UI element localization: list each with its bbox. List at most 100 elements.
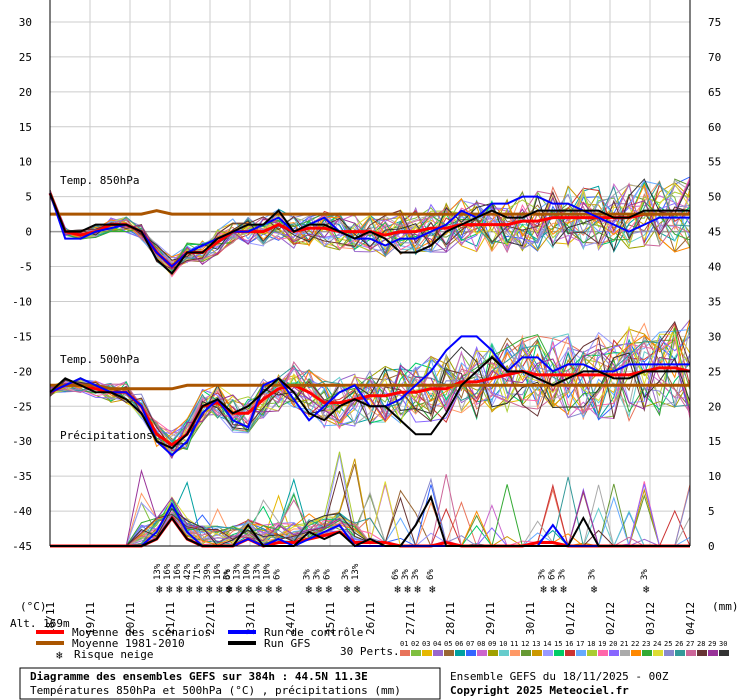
date-tick-label: 30/11 bbox=[524, 602, 537, 635]
right-tick-label: 50 bbox=[708, 191, 721, 204]
series-1-t500-line bbox=[50, 383, 690, 391]
pert-swatch bbox=[664, 650, 674, 656]
series-3-t850-line bbox=[49, 192, 690, 276]
altitude-label: Alt. 169m bbox=[10, 617, 70, 630]
member-23-t500 bbox=[49, 327, 691, 451]
pert-code: 30 bbox=[719, 640, 727, 648]
pert-code: 12 bbox=[521, 640, 529, 648]
snowflake-icon: ❄ bbox=[276, 583, 283, 596]
left-tick-label: -25 bbox=[12, 400, 32, 413]
snowflake-icon: ❄ bbox=[540, 583, 547, 596]
pert-swatch bbox=[576, 650, 586, 656]
pert-code: 10 bbox=[499, 640, 507, 648]
date-tick-label: 23/11 bbox=[244, 602, 257, 635]
snow-risk-value: 13% bbox=[153, 563, 163, 580]
pert-swatch bbox=[499, 650, 509, 656]
pert-swatch bbox=[686, 650, 696, 656]
pert-code: 23 bbox=[642, 640, 650, 648]
pert-swatch bbox=[609, 650, 619, 656]
pert-code: 26 bbox=[675, 640, 683, 648]
date-tick-label: 27/11 bbox=[404, 602, 417, 635]
pert-swatch bbox=[433, 650, 443, 656]
pert-swatch bbox=[719, 650, 729, 656]
snowflake-icon: ❄ bbox=[56, 649, 63, 662]
snowflake-icon: ❄ bbox=[306, 583, 313, 596]
date-tick-label: 03/12 bbox=[644, 602, 657, 635]
pert-code: 14 bbox=[543, 640, 551, 648]
legend-label: Moyenne des scénarios bbox=[72, 626, 211, 639]
snowflake-icon: ❄ bbox=[226, 583, 233, 596]
t500-section-label: Temp. 500hPa bbox=[60, 353, 139, 366]
right-tick-label: 35 bbox=[708, 295, 721, 308]
pert-code: 01 bbox=[400, 640, 408, 648]
snowflake-icon: ❄ bbox=[591, 583, 598, 596]
footer: Diagramme des ensembles GEFS sur 384h : … bbox=[19, 667, 669, 700]
member-23-t850 bbox=[49, 193, 691, 271]
snow-risk-value: 3% bbox=[537, 569, 547, 580]
left-tick-label: 5 bbox=[25, 191, 32, 204]
snow-risk-value: 3% bbox=[640, 569, 650, 580]
pert-code: 17 bbox=[576, 640, 584, 648]
date-tick-label: 02/12 bbox=[604, 602, 617, 635]
pert-code: 08 bbox=[477, 640, 485, 648]
right-tick-label: 30 bbox=[708, 330, 721, 343]
pert-code: 18 bbox=[587, 640, 595, 648]
snowflake-icon: ❄ bbox=[156, 583, 163, 596]
right-tick-label: 25 bbox=[708, 365, 721, 378]
date-tick-label: 01/12 bbox=[564, 602, 577, 635]
pert-swatch bbox=[708, 650, 718, 656]
pert-swatch bbox=[521, 650, 531, 656]
left-tick-label: -20 bbox=[12, 365, 32, 378]
member-27-t850 bbox=[49, 182, 691, 268]
snow-risk-value: 3% bbox=[303, 569, 313, 580]
snowflake-icon: ❄ bbox=[344, 583, 351, 596]
left-tick-label: -30 bbox=[12, 435, 32, 448]
right-tick-label: 20 bbox=[708, 400, 721, 413]
member-21-t850 bbox=[49, 179, 691, 264]
right-tick-label: 55 bbox=[708, 156, 721, 169]
pert-swatch bbox=[675, 650, 685, 656]
legend-label: Moyenne 1981-2010 bbox=[72, 637, 185, 650]
snow-risk-value: 10% bbox=[243, 563, 253, 580]
snow-risk-value: 16% bbox=[173, 563, 183, 580]
pert-code: 05 bbox=[444, 640, 452, 648]
snow-risk-value: 3% bbox=[588, 569, 598, 580]
snow-risk-value: 13% bbox=[351, 563, 361, 580]
date-tick-label: 29/11 bbox=[484, 602, 497, 635]
member-30-t850 bbox=[49, 178, 691, 261]
date-tick-label: 21/11 bbox=[164, 602, 177, 635]
right-tick-label: 70 bbox=[708, 51, 721, 64]
snowflake-icon: ❄ bbox=[326, 583, 333, 596]
pert-swatch bbox=[510, 650, 520, 656]
snowflake-icon: ❄ bbox=[316, 583, 323, 596]
precip-section-label: Précipitations bbox=[60, 429, 153, 442]
pert-swatch bbox=[477, 650, 487, 656]
snowflake-icon: ❄ bbox=[643, 583, 650, 596]
snow-risk-value: 6% bbox=[223, 569, 233, 580]
pert-code: 25 bbox=[664, 640, 672, 648]
snow-risk-value: 16% bbox=[163, 563, 173, 580]
legend-label: Run de contrôle bbox=[264, 626, 363, 639]
pert-swatch bbox=[532, 650, 542, 656]
chart-title: Diagramme des ensembles GEFS sur 384h : … bbox=[30, 670, 368, 683]
snow-risk-value: 13% bbox=[253, 563, 263, 580]
t850-section-label: Temp. 850hPa bbox=[60, 174, 139, 187]
pert-swatch bbox=[620, 650, 630, 656]
snowflake-icon: ❄ bbox=[404, 583, 411, 596]
date-tick-label: 26/11 bbox=[364, 602, 377, 635]
left-tick-label: 25 bbox=[19, 51, 32, 64]
snowflake-icon: ❄ bbox=[394, 583, 401, 596]
right-tick-label: 5 bbox=[708, 505, 715, 518]
snow-risk-value: 3% bbox=[223, 569, 233, 580]
pert-code: 04 bbox=[433, 640, 441, 648]
date-tick-label: 24/11 bbox=[284, 602, 297, 635]
pert-swatch bbox=[455, 650, 465, 656]
snow-risk-value: 6% bbox=[426, 569, 436, 580]
date-tick-label: 04/12 bbox=[684, 602, 697, 635]
right-tick-label: 40 bbox=[708, 261, 721, 274]
pert-code: 22 bbox=[631, 640, 639, 648]
pert-code: 02 bbox=[411, 640, 419, 648]
pert-swatch bbox=[543, 650, 553, 656]
snow-risk-value: 3% bbox=[411, 569, 421, 580]
